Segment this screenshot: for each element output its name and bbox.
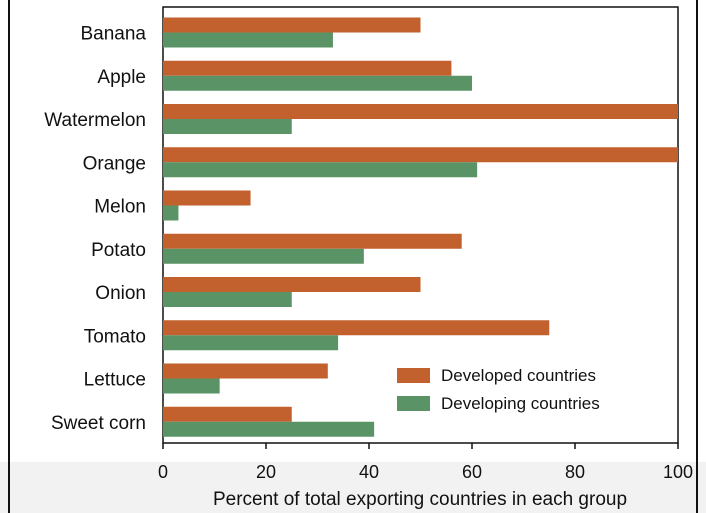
x-axis-label: Percent of total exporting countries in … bbox=[213, 489, 627, 510]
category-label-tomato: Tomato bbox=[84, 326, 146, 347]
bar-apple-developed-countries bbox=[163, 60, 452, 76]
footer-band bbox=[0, 462, 706, 513]
category-label-watermelon: Watermelon bbox=[44, 110, 146, 131]
bar-orange-developing-countries bbox=[163, 162, 478, 178]
x-tick-label-40: 40 bbox=[359, 462, 379, 482]
category-label-onion: Onion bbox=[95, 283, 146, 304]
category-label-lettuce: Lettuce bbox=[84, 370, 146, 391]
category-labels: Banana Apple Watermelon Orange Melon Potato On… bbox=[44, 24, 146, 434]
legend-swatch-developing-countries bbox=[397, 396, 430, 411]
bar-tomato-developed-countries bbox=[163, 320, 550, 336]
legend-label-developed-countries: Developed countries bbox=[441, 366, 596, 385]
legend-swatch-developed-countries bbox=[397, 368, 430, 383]
category-label-melon: Melon bbox=[94, 197, 146, 218]
x-tick-label-80: 80 bbox=[565, 462, 585, 482]
bar-lettuce-developed-countries bbox=[163, 363, 328, 379]
bar-orange-developed-countries bbox=[163, 147, 678, 163]
bars-group bbox=[163, 17, 678, 437]
bar-lettuce-developing-countries bbox=[163, 378, 220, 394]
bar-sweet-corn-developing-countries bbox=[163, 421, 375, 437]
bar-watermelon-developed-countries bbox=[163, 104, 678, 119]
x-tick-label-60: 60 bbox=[462, 462, 482, 482]
bar-potato-developing-countries bbox=[163, 248, 364, 264]
bar-potato-developed-countries bbox=[163, 233, 462, 249]
bar-onion-developing-countries bbox=[163, 292, 292, 307]
legend: Developed countries Developing countries bbox=[397, 366, 600, 413]
category-label-sweet-corn: Sweet corn bbox=[51, 413, 146, 434]
bar-melon-developing-countries bbox=[163, 205, 179, 221]
x-tick-label-100: 100 bbox=[663, 462, 693, 482]
category-label-banana: Banana bbox=[80, 24, 146, 45]
legend-label-developing-countries: Developing countries bbox=[441, 394, 600, 413]
bar-tomato-developing-countries bbox=[163, 335, 339, 351]
bar-banana-developed-countries bbox=[163, 17, 421, 33]
x-axis-ticks: 0 20 40 60 80 100 bbox=[158, 443, 693, 482]
bar-onion-developed-countries bbox=[163, 277, 421, 292]
bar-banana-developing-countries bbox=[163, 32, 333, 48]
bar-apple-developing-countries bbox=[163, 75, 472, 91]
bar-sweet-corn-developed-countries bbox=[163, 406, 292, 422]
category-label-orange: Orange bbox=[83, 153, 146, 174]
category-label-potato: Potato bbox=[91, 240, 146, 261]
category-label-apple: Apple bbox=[97, 67, 146, 88]
bar-watermelon-developing-countries bbox=[163, 119, 292, 134]
x-tick-label-0: 0 bbox=[158, 462, 168, 482]
x-tick-label-20: 20 bbox=[256, 462, 276, 482]
bar-melon-developed-countries bbox=[163, 190, 251, 206]
